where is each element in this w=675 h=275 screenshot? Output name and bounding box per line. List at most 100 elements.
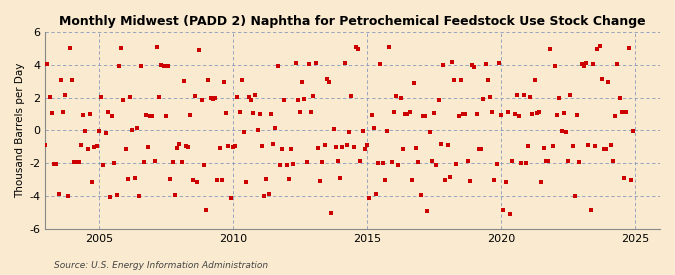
Point — [567, 144, 578, 148]
Point — [326, 211, 337, 215]
Point — [456, 78, 466, 82]
Point — [583, 143, 594, 147]
Point — [585, 208, 596, 212]
Point — [232, 95, 243, 100]
Point — [619, 175, 630, 180]
Point — [60, 93, 71, 98]
Point — [252, 128, 263, 132]
Point — [227, 145, 238, 150]
Point — [176, 160, 187, 164]
Point — [362, 142, 373, 147]
Point — [234, 110, 245, 114]
Point — [254, 112, 265, 117]
Point — [433, 97, 444, 102]
Point — [223, 144, 234, 148]
Point — [435, 142, 446, 147]
Point — [89, 145, 100, 149]
Point — [84, 111, 95, 116]
Point — [308, 94, 319, 98]
Point — [393, 163, 404, 167]
Point — [167, 160, 178, 164]
Point — [40, 143, 51, 147]
Point — [489, 178, 500, 182]
Point — [601, 147, 612, 151]
Point — [507, 159, 518, 163]
Point — [268, 142, 279, 147]
Point — [529, 78, 540, 83]
Point — [556, 129, 567, 133]
Point — [286, 147, 296, 151]
Point — [158, 64, 169, 68]
Point — [156, 63, 167, 67]
Point — [190, 94, 200, 98]
Point — [134, 194, 144, 198]
Point — [337, 145, 348, 149]
Point — [431, 163, 441, 167]
Point — [203, 78, 214, 82]
Point — [398, 147, 408, 151]
Point — [149, 159, 160, 163]
Point — [225, 196, 236, 200]
Point — [375, 62, 386, 66]
Point — [509, 112, 520, 116]
Point — [57, 110, 68, 114]
Point — [346, 93, 357, 98]
Point — [576, 62, 587, 66]
Point — [565, 93, 576, 97]
Point — [76, 142, 86, 147]
Point — [574, 159, 585, 164]
Point — [136, 64, 146, 68]
Point — [357, 129, 368, 133]
Point — [493, 61, 504, 65]
Point — [538, 145, 549, 150]
Point — [198, 163, 209, 167]
Point — [389, 110, 400, 115]
Point — [485, 95, 495, 99]
Point — [181, 144, 192, 148]
Point — [440, 178, 451, 182]
Point — [628, 129, 639, 134]
Point — [599, 147, 610, 151]
Point — [505, 212, 516, 217]
Point — [200, 208, 211, 213]
Point — [74, 160, 84, 164]
Point — [395, 95, 406, 100]
Point — [355, 159, 366, 163]
Point — [214, 146, 225, 150]
Point — [597, 77, 608, 81]
Point — [315, 179, 325, 183]
Point — [261, 177, 272, 182]
Point — [42, 61, 53, 66]
Point — [476, 146, 487, 151]
Point — [386, 160, 397, 164]
Point — [427, 159, 437, 164]
Point — [290, 61, 301, 65]
Point — [541, 159, 551, 163]
Point — [520, 161, 531, 165]
Point — [288, 162, 299, 166]
Point — [207, 97, 218, 102]
Point — [185, 113, 196, 117]
Point — [491, 162, 502, 166]
Point — [621, 110, 632, 114]
Point — [554, 95, 565, 100]
Point — [333, 159, 344, 163]
Point — [418, 114, 429, 118]
Point — [605, 143, 616, 147]
Point — [496, 113, 507, 117]
Point — [82, 147, 93, 151]
Point — [558, 111, 569, 116]
Point — [111, 192, 122, 197]
Point — [151, 45, 162, 49]
Point — [196, 98, 207, 102]
Point — [140, 113, 151, 117]
Point — [563, 159, 574, 163]
Point — [239, 130, 250, 134]
Point — [194, 48, 205, 53]
Point — [91, 144, 102, 149]
Point — [578, 64, 589, 68]
Point — [113, 64, 124, 68]
Point — [451, 161, 462, 166]
Point — [317, 160, 328, 164]
Point — [350, 45, 361, 49]
